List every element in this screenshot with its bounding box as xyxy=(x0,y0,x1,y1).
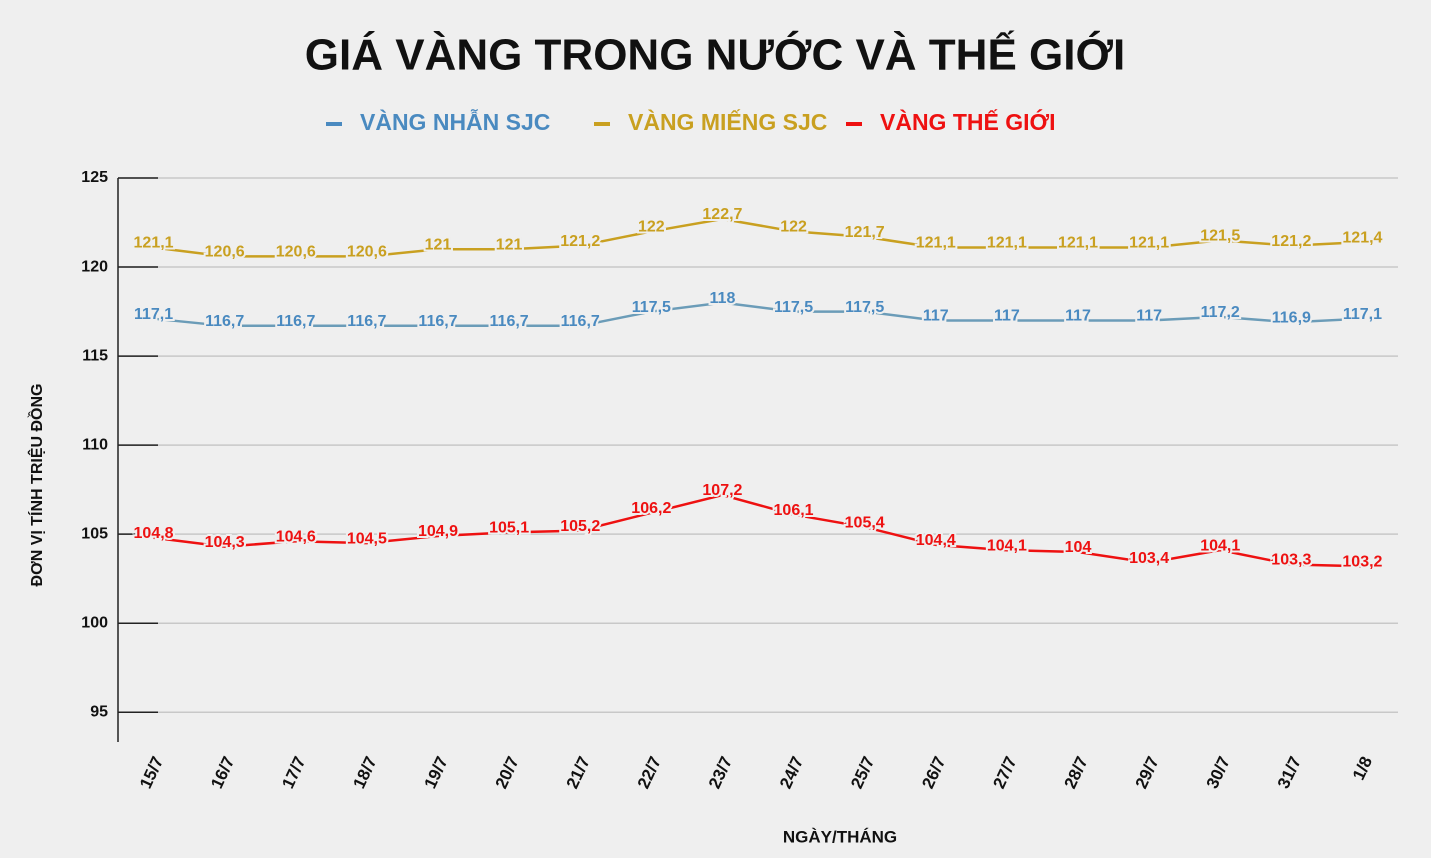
data-label: 121 xyxy=(496,236,523,253)
data-label: 122 xyxy=(638,219,665,236)
data-label: 116,7 xyxy=(347,313,386,330)
data-label: 105,2 xyxy=(560,518,600,535)
data-label: 106,1 xyxy=(774,502,814,519)
data-label: 117 xyxy=(1065,308,1091,325)
data-label: 121,1 xyxy=(1129,235,1169,252)
data-label: 117,1 xyxy=(1343,306,1382,323)
data-label: 104,1 xyxy=(1200,537,1240,554)
data-label: 122,7 xyxy=(702,206,742,223)
data-label: 121,1 xyxy=(916,235,956,252)
data-label: 117,2 xyxy=(1201,304,1240,321)
data-label: 121,1 xyxy=(1058,235,1098,252)
data-label: 104,3 xyxy=(205,534,245,551)
legend-label: VÀNG THẾ GIỚI xyxy=(880,108,1056,135)
data-label: 122 xyxy=(780,219,807,236)
data-label: 104 xyxy=(1065,539,1092,556)
data-label: 117,5 xyxy=(774,299,813,316)
data-label: 104,8 xyxy=(134,525,174,542)
y-tick-label: 95 xyxy=(90,703,108,720)
data-label: 106,2 xyxy=(631,500,671,517)
y-tick-label: 105 xyxy=(81,525,108,542)
y-tick-label: 110 xyxy=(82,436,108,453)
data-label: 103,3 xyxy=(1271,552,1311,569)
data-label: 117,1 xyxy=(134,306,173,323)
data-label: 116,9 xyxy=(1272,309,1311,326)
y-axis-label: ĐƠN VỊ TÍNH TRIỆU ĐỒNG xyxy=(27,384,46,587)
data-label: 116,7 xyxy=(276,313,315,330)
data-label: 116,7 xyxy=(418,313,457,330)
data-label: 117,5 xyxy=(845,299,884,316)
data-label: 121,4 xyxy=(1342,229,1382,246)
data-label: 116,7 xyxy=(561,313,600,330)
data-label: 121,5 xyxy=(1200,228,1240,245)
legend-label: VÀNG MIẾNG SJC xyxy=(628,108,827,135)
y-tick-label: 125 xyxy=(81,169,108,186)
y-tick-label: 120 xyxy=(81,258,108,275)
data-label: 105,4 xyxy=(845,514,885,531)
x-axis-label: NGÀY/THÁNG xyxy=(783,827,897,846)
data-label: 103,4 xyxy=(1129,550,1169,567)
data-label: 118 xyxy=(710,290,736,307)
data-label: 120,6 xyxy=(347,244,387,261)
y-tick-label: 115 xyxy=(82,347,108,364)
data-label: 117 xyxy=(923,308,949,325)
data-label: 104,5 xyxy=(347,530,387,547)
data-label: 103,2 xyxy=(1342,553,1382,570)
data-label: 117 xyxy=(1136,308,1162,325)
data-label: 120,6 xyxy=(205,244,245,261)
y-tick-label: 100 xyxy=(81,614,108,631)
data-label: 104,9 xyxy=(418,523,458,540)
legend-label: VÀNG NHẪN SJC xyxy=(360,107,550,135)
data-label: 117 xyxy=(994,308,1020,325)
data-label: 107,2 xyxy=(702,482,742,499)
data-label: 121 xyxy=(425,236,452,253)
data-label: 121,1 xyxy=(134,235,174,252)
chart-title: GIÁ VÀNG TRONG NƯỚC VÀ THẾ GIỚI xyxy=(305,30,1126,80)
series-line xyxy=(153,217,1363,258)
data-label: 121,2 xyxy=(1271,233,1311,250)
data-label: 104,1 xyxy=(987,537,1027,554)
data-label: 121,2 xyxy=(560,233,600,250)
data-label: 104,4 xyxy=(916,532,956,549)
series-line xyxy=(153,493,1363,568)
data-label: 120,6 xyxy=(276,244,316,261)
data-label: 116,7 xyxy=(205,313,244,330)
data-label: 105,1 xyxy=(489,520,529,537)
data-label: 121,1 xyxy=(987,235,1027,252)
series-line xyxy=(153,301,1363,328)
data-label: 116,7 xyxy=(490,313,529,330)
data-label: 121,7 xyxy=(845,224,885,241)
data-label: 117,5 xyxy=(632,299,671,316)
data-label: 104,6 xyxy=(276,529,316,546)
